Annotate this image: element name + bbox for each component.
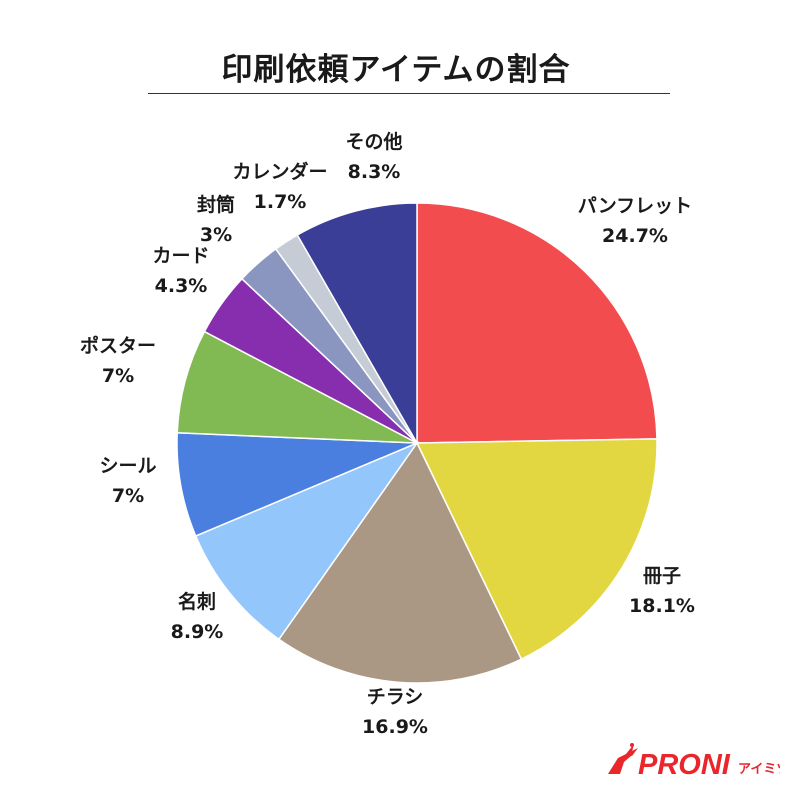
slice-percent-label: 8.9% — [171, 621, 224, 643]
pie-slice — [296, 202, 418, 446]
slice-percent-label: 16.9% — [362, 716, 428, 738]
pie-slice — [415, 438, 658, 661]
slice-name-label: 名刺 — [178, 590, 216, 613]
swallow-icon — [608, 743, 638, 774]
slice-percent-label: 8.3% — [348, 161, 401, 183]
slice-name-label: その他 — [345, 130, 402, 153]
pie-slice — [194, 441, 420, 641]
proni-logo: PRONI アイミツ — [608, 743, 780, 780]
slice-name-label: カレンダー — [232, 160, 327, 183]
logo-brand-text: PRONI — [638, 749, 731, 780]
slice-percent-label: 1.7% — [254, 191, 307, 213]
slice-name-label: ポスター — [80, 334, 156, 357]
slice-percent-label: 18.1% — [629, 595, 695, 617]
slice-percent-label: 4.3% — [155, 275, 208, 297]
slice-percent-label: 7% — [112, 485, 144, 507]
slice-name-label: パンフレット — [578, 195, 692, 217]
slice-percent-label: 3% — [200, 224, 232, 246]
pie-slice — [176, 330, 418, 444]
slice-name-label: シール — [99, 455, 156, 477]
slice-name-label: 冊子 — [643, 565, 681, 587]
title-underline — [148, 93, 670, 94]
pie-slice — [277, 441, 523, 684]
slice-percent-label: 24.7% — [602, 225, 668, 247]
pie-slice — [176, 432, 418, 537]
slice-name-label: 封筒 — [197, 193, 235, 216]
slice-name-label: チラシ — [367, 686, 424, 708]
slice-name-label: カード — [152, 245, 209, 267]
pie-slice — [416, 202, 658, 444]
logo-suffix-text: アイミツ — [738, 762, 780, 777]
chart-title: 印刷依頼アイテムの割合 — [221, 52, 571, 88]
slice-percent-label: 7% — [102, 365, 134, 387]
